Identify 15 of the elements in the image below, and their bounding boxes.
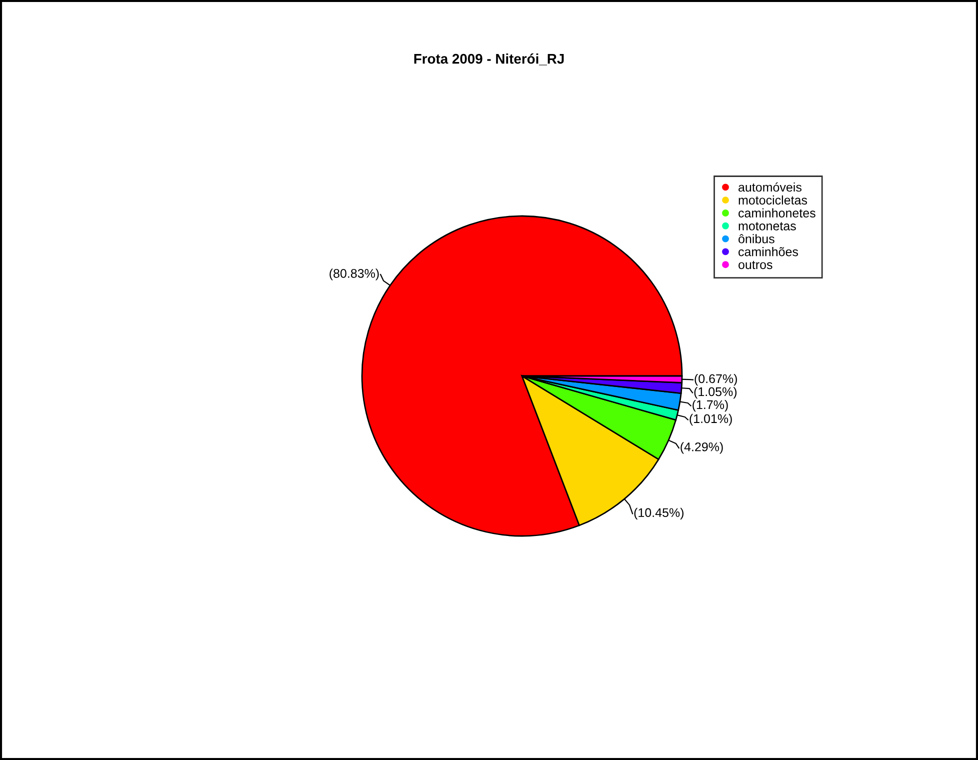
legend-label: automóveis	[738, 182, 802, 192]
legend-label: motocicletas	[738, 195, 808, 205]
data-label: (0.67%)	[694, 374, 737, 386]
legend-label: motonetas	[738, 222, 796, 230]
data-label: (1.7%)	[692, 400, 728, 412]
data-label: (1.01%)	[690, 414, 732, 426]
data-label: (80.83%)	[330, 268, 379, 280]
data-label: (1.05%)	[694, 386, 737, 399]
data-label: (4.29%)	[680, 442, 723, 454]
legend-label: ônibus	[738, 234, 774, 244]
chart-title: Frota 2009 - Niterói_RJ	[414, 53, 564, 66]
legend-label: caminhões	[738, 247, 798, 256]
legend-label: outros	[738, 260, 772, 270]
data-label: (10.45%)	[634, 508, 684, 520]
legend-label: caminhonetes	[738, 208, 816, 218]
